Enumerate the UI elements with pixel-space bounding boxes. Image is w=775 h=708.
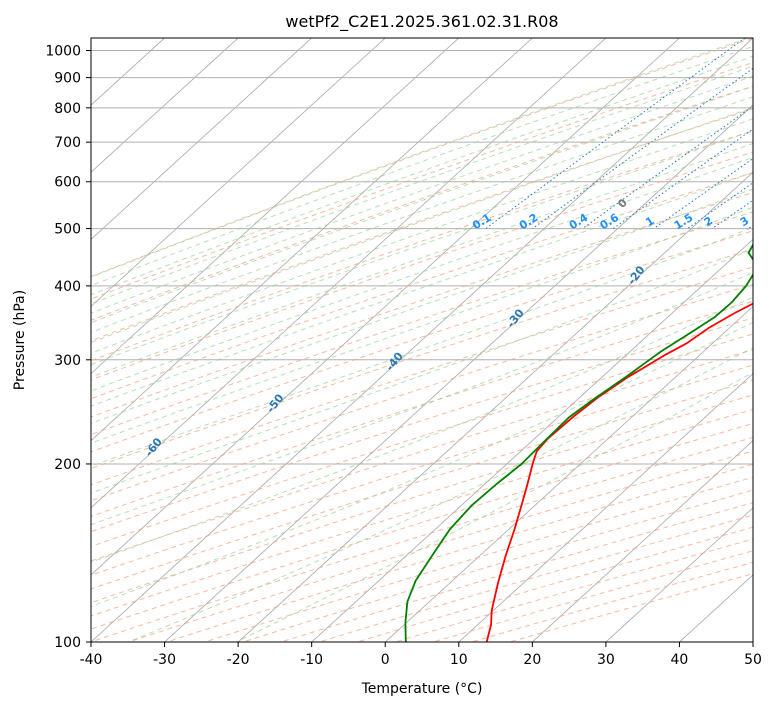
dry-adiabat-line xyxy=(91,266,753,486)
moist-adiabat-line xyxy=(127,347,753,642)
x-tick-label: 0 xyxy=(381,652,390,668)
x-tick-label: 40 xyxy=(671,652,689,668)
x-tick-label: -40 xyxy=(80,652,103,668)
y-axis: 100 200 300 400 500 600 700 800 900 1000 xyxy=(45,44,91,651)
y-tick-label: 600 xyxy=(54,175,81,191)
dry-adiabat-line xyxy=(91,151,753,381)
moist-adiabat-line xyxy=(91,296,753,563)
moist-adiabat-line xyxy=(91,171,753,407)
moist-adiabat-line xyxy=(91,188,753,424)
mixing-ratio-line xyxy=(485,38,746,230)
isotherm-line xyxy=(163,104,753,642)
y-tick-label: 700 xyxy=(54,135,81,151)
temperature-profile-line xyxy=(485,302,753,642)
x-axis-title: Temperature (°C) xyxy=(361,681,483,697)
moist-adiabat-line xyxy=(91,248,753,494)
moist-adiabat-line xyxy=(91,272,753,526)
x-tick-label: -10 xyxy=(300,652,323,668)
dry-adiabat-line xyxy=(91,317,753,533)
y-tick-label: 200 xyxy=(54,457,81,473)
y-tick-label: 500 xyxy=(54,222,81,238)
isotherm-line xyxy=(91,38,681,576)
isotherm-line xyxy=(91,38,239,173)
dry-adiabat-line xyxy=(91,171,753,400)
isotherm-line xyxy=(531,440,753,642)
moist-adiabat-line xyxy=(91,142,753,378)
y-axis-title: Pressure (hPa) xyxy=(12,290,28,390)
profiles xyxy=(404,243,753,642)
mixing-ratio-lines xyxy=(485,38,753,230)
moist-adiabats xyxy=(91,38,753,642)
isotherm-line xyxy=(310,238,753,642)
moist-adiabat-line xyxy=(91,75,753,314)
y-tick-label: 800 xyxy=(54,101,81,117)
x-axis: -40 -30 -20 -10 0 10 20 30 40 50 xyxy=(80,642,762,668)
y-tick-label: 100 xyxy=(54,635,81,651)
plot-frame xyxy=(90,37,754,643)
isotherm-line xyxy=(605,507,753,642)
grid xyxy=(91,38,753,642)
mixing-ratio-line xyxy=(582,105,753,230)
dry-adiabat-line xyxy=(91,211,753,436)
x-tick-label: 50 xyxy=(744,652,762,668)
moist-adiabat-line xyxy=(235,372,753,642)
isotherm-line xyxy=(237,171,753,642)
moist-adiabat-line xyxy=(91,55,753,296)
dry-adiabat-line xyxy=(91,394,753,604)
y-tick-label: 300 xyxy=(54,353,81,369)
dry-adiabat-line xyxy=(91,38,753,278)
dry-adiabat-line xyxy=(91,130,753,362)
y-tick-label: 900 xyxy=(54,71,81,87)
dry-adiabat-line xyxy=(91,248,753,470)
y-tick-label: 400 xyxy=(54,279,81,295)
x-tick-label: 20 xyxy=(523,652,541,668)
moist-adiabat-line xyxy=(91,45,753,287)
moist-adiabat-line xyxy=(91,38,751,278)
moist-adiabat-line xyxy=(91,96,753,333)
isotherm-line xyxy=(91,38,460,375)
isotherm-line xyxy=(91,38,753,642)
isotherm-line xyxy=(91,38,534,442)
dry-adiabat-line xyxy=(91,62,753,300)
y-tick-label: 1000 xyxy=(45,44,81,60)
plot-area: -100-90-80-70-60-50-40-30-20-100.10.20.4… xyxy=(91,38,753,642)
moist-adiabat-line xyxy=(91,85,753,324)
x-tick-label: 10 xyxy=(450,652,468,668)
isotherm-line xyxy=(91,38,313,240)
dry-adiabat-line xyxy=(91,364,753,576)
moist-adiabat-line xyxy=(91,130,753,366)
x-tick-label: -30 xyxy=(153,652,176,668)
x-tick-label: -20 xyxy=(227,652,250,668)
isotherm-line xyxy=(91,38,386,308)
dewpoint-profile-line xyxy=(404,243,753,642)
x-tick-label: 30 xyxy=(597,652,615,668)
chart-title: wetPf2_C2E1.2025.361.02.31.R08 xyxy=(285,12,558,32)
dry-adiabat-line xyxy=(91,85,753,321)
